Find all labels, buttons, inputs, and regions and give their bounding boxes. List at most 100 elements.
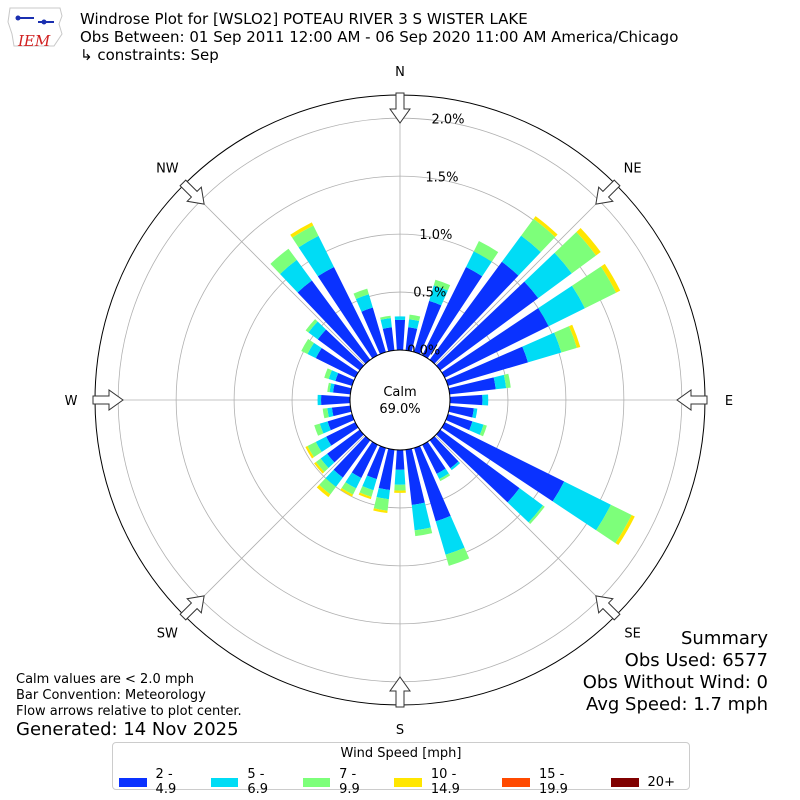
radial-tick-label: 1.5% <box>425 170 458 185</box>
flow-arrow-icon <box>595 595 621 621</box>
legend-swatch <box>119 777 147 787</box>
windrose-bar <box>524 252 572 299</box>
windrose-bar <box>441 308 549 378</box>
windrose-bar <box>445 346 529 386</box>
radial-tick-labels: 0.0%0.5%1.0%1.5%2.0% <box>407 113 464 359</box>
calm-percent: 69.0% <box>379 402 420 417</box>
windrose-bar <box>554 232 597 274</box>
windrose-bar <box>333 384 352 395</box>
calm-label: Calm <box>383 385 416 400</box>
windrose-bar <box>305 319 318 333</box>
legend-label: 10 - 14.9 <box>430 767 460 797</box>
windrose-bar <box>433 279 451 291</box>
windrose-bar <box>429 261 519 364</box>
legend-label: 20+ <box>647 774 675 790</box>
windrose-bar <box>445 414 473 431</box>
windrose-bar <box>380 318 392 329</box>
legend-swatch <box>502 777 530 787</box>
flow-arrow-icon <box>389 92 411 124</box>
windrose-bar <box>317 394 322 406</box>
calm-note: Calm values are < 2.0 mph <box>16 672 195 687</box>
windrose-bar <box>422 266 483 359</box>
windrose-bar <box>319 478 336 495</box>
windrose-bar <box>328 370 339 381</box>
legend-label: 2 - 4.9 <box>155 767 177 797</box>
legend-items: 2 - 4.9 5 - 6.9 7 - 9.9 10 - 14.9 15 - 19.9 2… <box>119 767 689 797</box>
windrose-bar <box>436 281 539 371</box>
grid-spoke <box>184 435 365 616</box>
flow-note: Flow arrows relative to plot center. <box>16 704 242 719</box>
summary-panel: Summary Obs Used: 6577 Obs Without Wind:… <box>583 628 768 716</box>
obs-without-wind: Obs Without Wind: 0 <box>582 672 768 693</box>
windrose-bar <box>317 329 364 371</box>
windrose-bar <box>405 448 425 505</box>
windrose-bar <box>552 481 611 531</box>
legend-label: 5 - 6.9 <box>247 767 269 797</box>
windrose-bar <box>395 449 405 470</box>
windrose-bar <box>448 377 496 395</box>
grid-spoke <box>435 184 616 365</box>
generated-date: Generated: 14 Nov 2025 <box>16 719 239 740</box>
windrose-bar <box>324 368 332 380</box>
windrose-bar <box>362 475 377 491</box>
windrose-bar <box>394 484 406 491</box>
windrose-bar <box>479 424 487 437</box>
windrose-bar <box>319 421 331 434</box>
flow-arrow-icon <box>595 179 621 205</box>
windrose-bar <box>414 300 442 355</box>
windrose-bar <box>317 266 378 359</box>
windrose-bar <box>333 436 371 478</box>
windrose-bar <box>414 445 451 522</box>
compass-label: S <box>396 723 404 738</box>
legend-item: 10 - 14.9 <box>394 767 488 797</box>
windrose-bar <box>482 394 489 406</box>
windrose-bar <box>414 527 433 537</box>
windrose-bar <box>554 326 577 353</box>
windrose-bar <box>522 332 562 363</box>
radial-tick-label: 0.5% <box>413 286 446 301</box>
legend-item: 5 - 6.9 <box>210 767 289 797</box>
avg-speed: Avg Speed: 1.7 mph <box>586 694 768 715</box>
windrose-bar <box>449 394 483 406</box>
flow-arrow-icon <box>676 389 708 411</box>
chart-title: Windrose Plot for [WSLO2] POTEAU RIVER 3… <box>80 10 678 64</box>
windrose-bar <box>366 445 386 480</box>
windrose-bar <box>320 453 335 469</box>
windrose-bar <box>596 504 632 544</box>
windrose-bar <box>314 423 324 436</box>
windrose-bar <box>373 497 389 511</box>
compass-label: NE <box>624 161 642 176</box>
windrose-bar <box>316 484 331 498</box>
windrose-bar <box>327 382 332 393</box>
windrose-bar <box>301 338 314 355</box>
windrose-bar <box>571 266 617 309</box>
summary-heading: Summary <box>681 628 768 649</box>
flow-arrow-icon <box>92 389 124 411</box>
windrose-bar <box>411 502 431 531</box>
windrose-bar <box>321 395 351 405</box>
windrose-bar <box>327 414 355 431</box>
windrose-bar <box>270 248 297 274</box>
windrose-bar <box>394 469 406 485</box>
windrose-bar <box>436 468 449 480</box>
title-line-3: ↳ constraints: Sep <box>80 46 219 64</box>
grid-spoke <box>435 435 616 616</box>
windrose-bar <box>394 319 406 351</box>
windrose-bar <box>335 373 355 386</box>
legend-item: 20+ <box>610 767 675 797</box>
windrose-bar <box>448 405 474 418</box>
legend-label: 15 - 19.9 <box>539 767 568 797</box>
windrose-bar <box>441 422 565 502</box>
windrose-bar <box>435 515 465 555</box>
windrose-bar <box>501 235 541 276</box>
windrose-bar <box>292 225 319 248</box>
windrose-bar <box>325 469 343 487</box>
compass-label: SW <box>157 627 178 642</box>
legend-swatch <box>610 777 639 787</box>
windrose-bar <box>472 408 478 419</box>
legend-swatch <box>394 777 422 787</box>
windrose-bar <box>355 294 373 312</box>
windrose-bar <box>469 421 484 435</box>
windrose-bar <box>353 288 369 299</box>
windrose-bar <box>507 488 543 523</box>
